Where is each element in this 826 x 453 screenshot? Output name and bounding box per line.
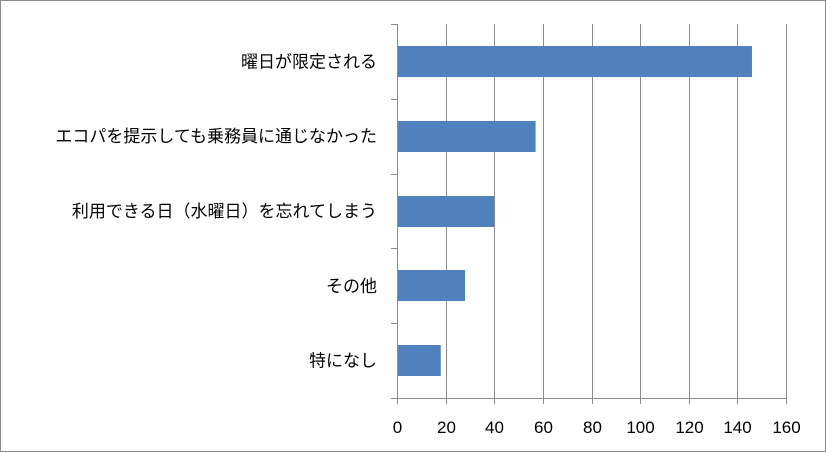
bar-2 bbox=[398, 196, 495, 227]
category-label-4: 特になし bbox=[309, 352, 377, 372]
category-label-0: 曜日が限定される bbox=[241, 52, 377, 72]
axes bbox=[391, 24, 787, 404]
bars bbox=[398, 46, 752, 376]
x-tick-label: 0 bbox=[393, 418, 402, 437]
x-tick-label: 40 bbox=[485, 418, 504, 437]
x-tick-label: 20 bbox=[437, 418, 456, 437]
bar-4 bbox=[398, 345, 441, 376]
category-label-2: 利用できる日（水曜日）を忘れてしまう bbox=[72, 202, 377, 222]
x-tick-label: 60 bbox=[534, 418, 553, 437]
bar-1 bbox=[398, 121, 536, 152]
labels: 0 20 40 60 80 100 120 140 160 曜日が限定されるエコパを提示しても乗務… bbox=[55, 52, 800, 437]
category-label-3: その他 bbox=[326, 277, 377, 297]
x-tick-label: 160 bbox=[772, 418, 800, 437]
bar-3 bbox=[398, 270, 466, 301]
category-label-1: エコパを提示しても乗務員に通じなかった bbox=[55, 127, 377, 147]
x-tick-label: 120 bbox=[675, 418, 703, 437]
x-tick-label: 80 bbox=[583, 418, 602, 437]
x-tick-label: 140 bbox=[723, 418, 751, 437]
x-tick-label: 100 bbox=[626, 418, 654, 437]
gridlines bbox=[446, 24, 787, 398]
bar-0 bbox=[398, 46, 752, 77]
